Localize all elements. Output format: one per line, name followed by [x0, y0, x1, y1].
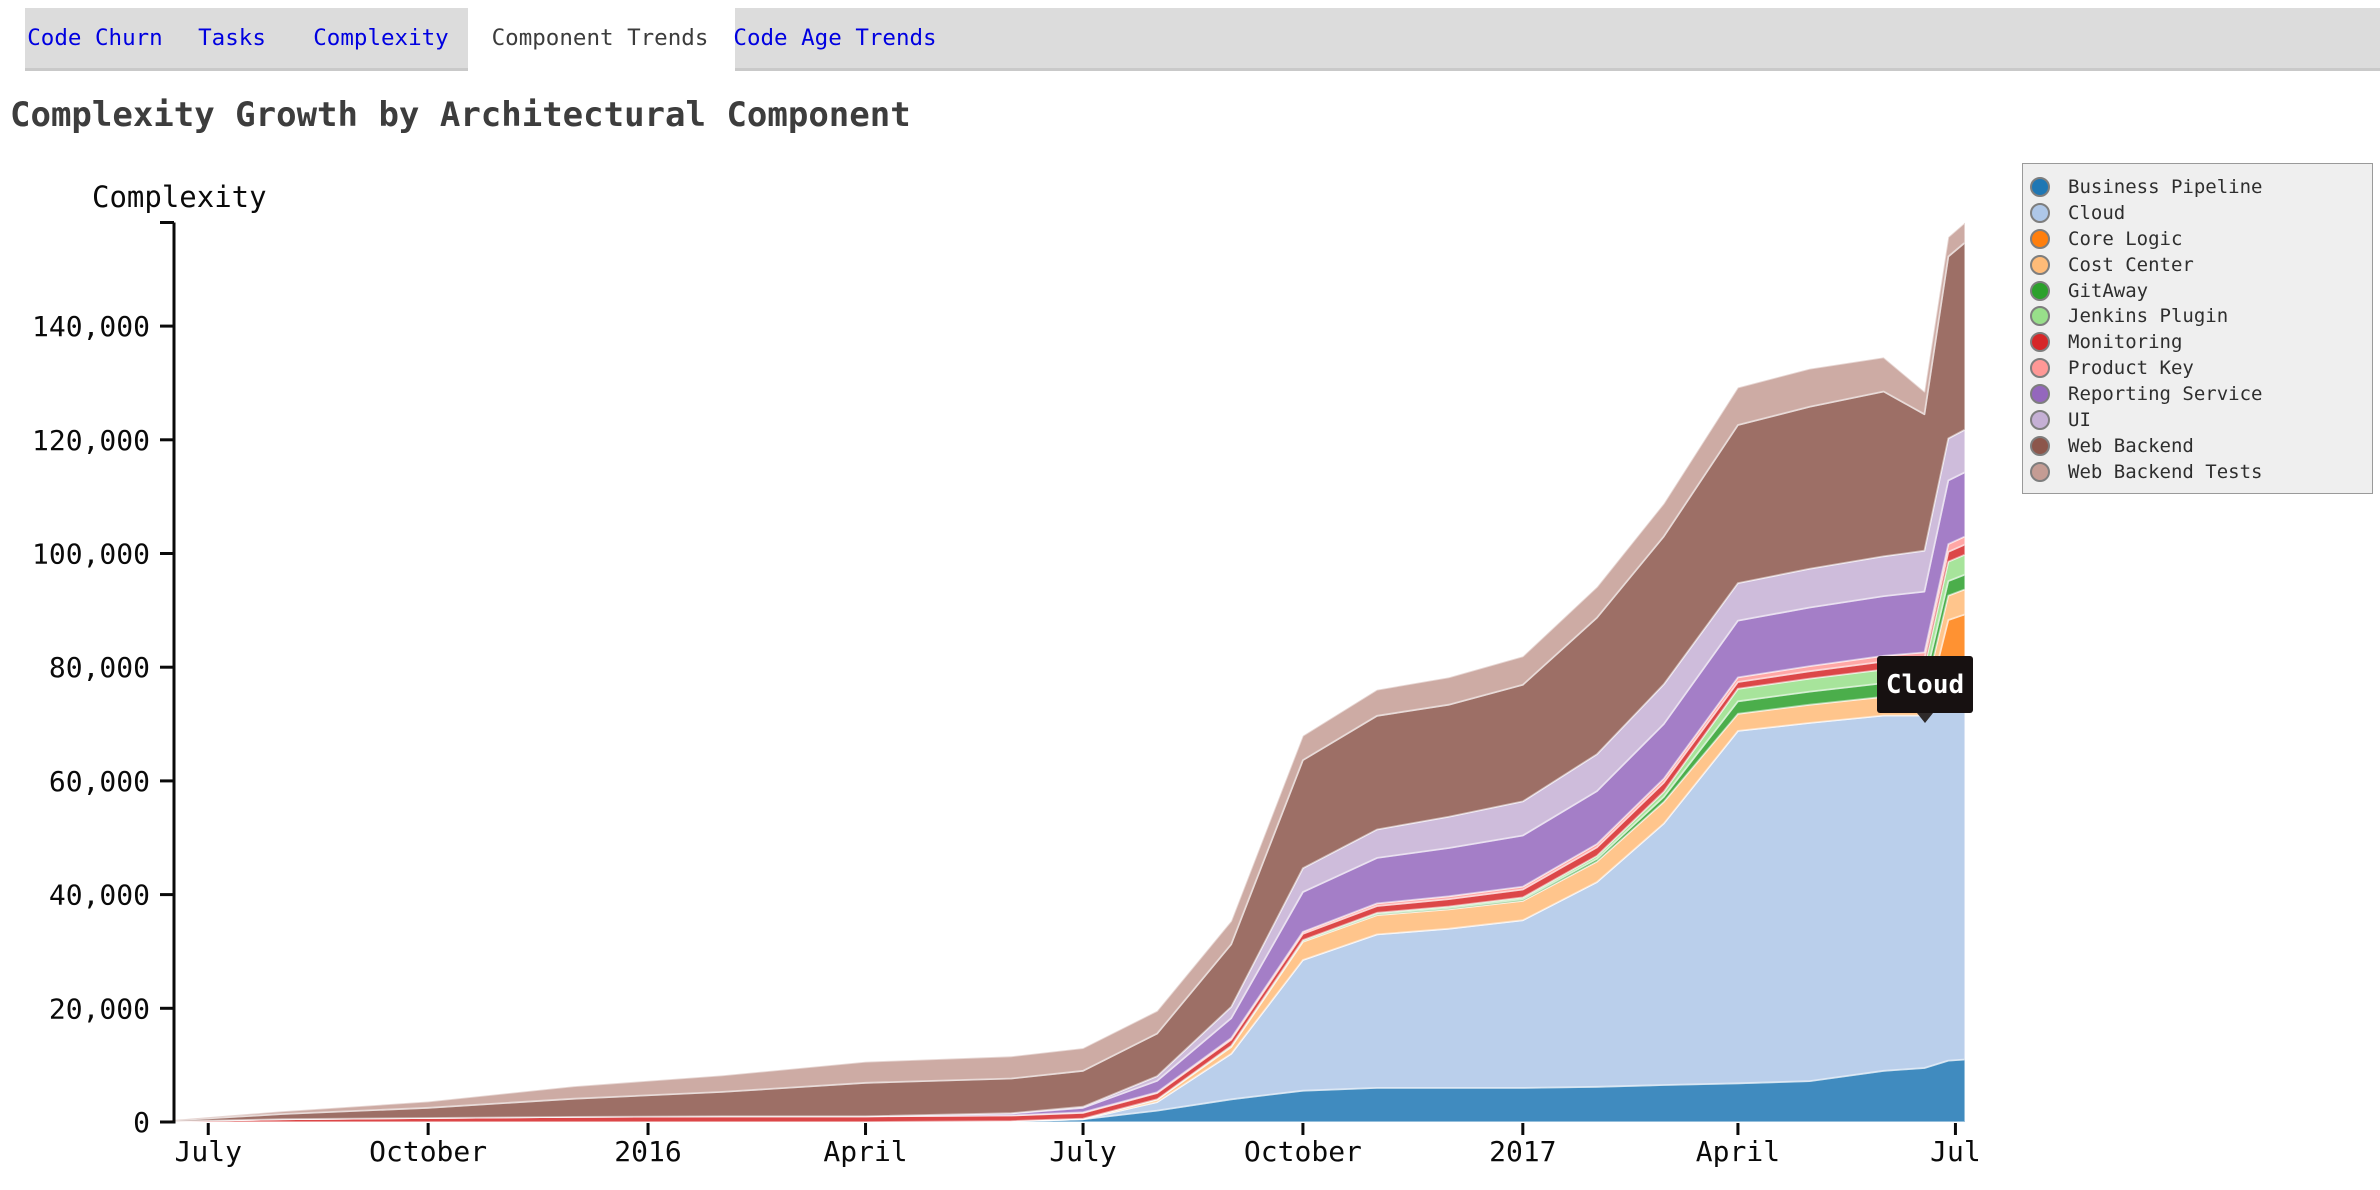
tooltip-arrow-icon [1917, 713, 1933, 723]
y-tick-label: 100,000 [32, 538, 150, 571]
x-tick-label: October [1244, 1135, 1362, 1168]
legend-dot-jenkins-plugin [2030, 306, 2050, 327]
x-tick-label: 2016 [614, 1135, 681, 1168]
legend-dot-ui [2030, 409, 2050, 430]
active-tab-background [468, 8, 735, 72]
tab-component-trends[interactable]: Component Trends [491, 25, 709, 51]
x-tick-label: July [175, 1135, 242, 1168]
y-tick-label: 120,000 [32, 424, 150, 457]
x-axis: July October 2016 April July October 2017 April… [175, 1123, 1981, 1168]
y-tick-label: 20,000 [49, 992, 150, 1025]
legend-item-ui[interactable]: UI [2023, 407, 2372, 433]
legend-item-web-backend[interactable]: Web Backend [2023, 433, 2372, 459]
legend-dot-cost-center [2030, 254, 2050, 275]
x-tick-label: April [823, 1135, 907, 1168]
y-tick-label: 140,000 [32, 310, 150, 343]
y-axis: 0 20,000 40,000 60,000 80,000 100,000 120,000 1… [32, 221, 176, 1139]
legend-dot-web-backend [2030, 435, 2050, 456]
legend-dot-reporting-service [2030, 384, 2050, 405]
legend-item-jenkins-plugin[interactable]: Jenkins Plugin [2023, 303, 2372, 329]
y-tick-label: 0 [133, 1106, 150, 1139]
tab-code-age-trends[interactable]: Code Age Trends [733, 25, 937, 51]
legend-item-cost-center[interactable]: Cost Center [2023, 252, 2372, 278]
tooltip: Cloud [1877, 656, 1973, 713]
tooltip-label: Cloud [1885, 669, 1965, 700]
legend-label: Web Backend [2068, 434, 2194, 457]
legend-item-product-key[interactable]: Product Key [2023, 355, 2372, 381]
x-tick-label: April [1696, 1135, 1780, 1168]
legend-label: Jenkins Plugin [2068, 305, 2229, 328]
legend-dot-gitaway [2030, 280, 2050, 301]
y-tick-label: 40,000 [49, 879, 150, 912]
legend-label: Monitoring [2068, 331, 2183, 354]
legend-label: UI [2068, 408, 2091, 431]
y-axis-title: Complexity [92, 180, 267, 214]
legend-dot-monitoring [2030, 332, 2050, 353]
legend-item-business-pipeline[interactable]: Business Pipeline [2023, 174, 2372, 200]
area-web-backend-tests[interactable] [169, 221, 1966, 1122]
legend-label: Web Backend Tests [2068, 460, 2263, 483]
chart-legend: Business Pipeline Cloud Core Logic Cost Cen… [2022, 163, 2373, 494]
x-tick-label: October [369, 1135, 487, 1168]
legend-item-gitaway[interactable]: GitAway [2023, 278, 2372, 304]
tab-complexity[interactable]: Complexity [313, 25, 449, 51]
x-tick-label: July [1049, 1135, 1116, 1168]
legend-dot-product-key [2030, 358, 2050, 379]
y-tick-label: 80,000 [49, 651, 150, 684]
legend-item-web-backend-tests[interactable]: Web Backend Tests [2023, 459, 2372, 485]
legend-label: Reporting Service [2068, 383, 2263, 406]
legend-label: Cost Center [2068, 253, 2194, 276]
tab-tasks[interactable]: Tasks [198, 25, 266, 51]
tab-bar: Code Churn Tasks Complexity Component Trend… [25, 8, 2380, 72]
page-title: Complexity Growth by Architectural Compo… [10, 95, 911, 135]
legend-label: Product Key [2068, 357, 2194, 380]
legend-item-core-logic[interactable]: Core Logic [2023, 226, 2372, 252]
legend-label: Core Logic [2068, 227, 2183, 250]
legend-dot-core-logic [2030, 228, 2050, 249]
legend-dot-business-pipeline [2030, 176, 2050, 197]
y-tick-label: 60,000 [49, 765, 150, 798]
legend-label: Business Pipeline [2068, 175, 2263, 198]
x-tick-label: Jul [1930, 1135, 1981, 1168]
tab-code-churn[interactable]: Code Churn [27, 25, 163, 51]
legend-item-monitoring[interactable]: Monitoring [2023, 329, 2372, 355]
legend-dot-cloud [2030, 202, 2050, 223]
legend-label: Cloud [2068, 201, 2126, 224]
x-tick-label: 2017 [1489, 1135, 1556, 1168]
legend-dot-web-backend-tests [2030, 461, 2050, 482]
legend-item-reporting-service[interactable]: Reporting Service [2023, 381, 2372, 407]
legend-label: GitAway [2068, 279, 2149, 302]
legend-item-cloud[interactable]: Cloud [2023, 200, 2372, 226]
area-layers [169, 221, 1966, 1123]
